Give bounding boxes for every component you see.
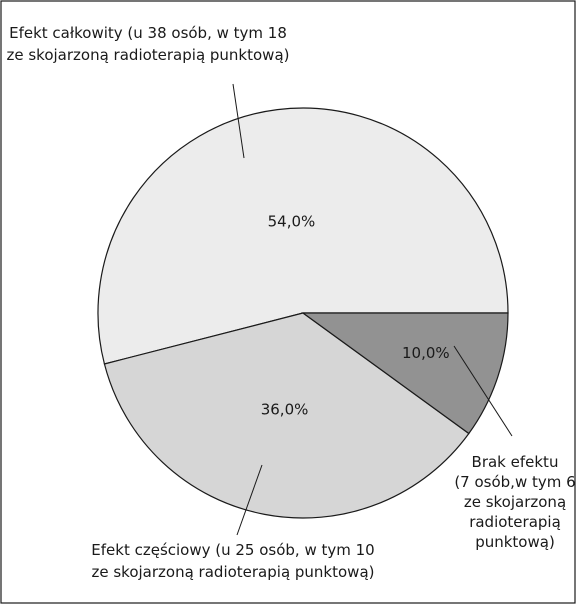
slice-annotation-line: (7 osób,w tym 6	[454, 473, 575, 491]
leader-line-3	[453, 345, 513, 437]
pie-slice-1	[97, 107, 509, 365]
slice-annotation-2: Efekt częściowy (u 25 osób, w tym 10 ze s…	[91, 541, 374, 581]
slice-annotation-line: ze skojarzoną radioterapią punktową)	[92, 563, 375, 581]
annotations: Efekt całkowity (u 38 osób, w tym 18 ze s…	[7, 24, 576, 581]
slice-annotation-line: ze skojarzoną	[464, 493, 566, 511]
leader-lines	[232, 83, 513, 536]
slice-annotation-line: Brak efektu	[472, 453, 559, 471]
leader-line-2	[236, 464, 263, 536]
slice-value-label-2: 36,0%	[261, 401, 309, 419]
slice-value-label-3: 10,0%	[402, 344, 450, 362]
slice-annotation-line: radioterapią	[469, 513, 561, 531]
slice-value-label-1: 54,0%	[268, 212, 316, 230]
pie-slice-3	[301, 312, 509, 435]
value-labels: 54,0% 36,0% 10,0%	[261, 212, 450, 418]
pie-slices	[97, 107, 509, 519]
slice-annotation-line: punktową)	[475, 533, 555, 551]
slice-annotation-3: Brak efektu (7 osób,w tym 6 ze skojarzoną r…	[454, 453, 575, 551]
slice-annotation-line: Efekt częściowy (u 25 osób, w tym 10	[91, 541, 374, 559]
slice-annotation-line: Efekt całkowity (u 38 osób, w tym 18	[9, 24, 287, 42]
slice-annotation-line: ze skojarzoną radioterapią punktową)	[7, 46, 290, 64]
slice-annotation-1: Efekt całkowity (u 38 osób, w tym 18 ze s…	[7, 24, 290, 64]
leader-line-1	[232, 83, 245, 159]
pie-slice-2	[103, 312, 470, 519]
